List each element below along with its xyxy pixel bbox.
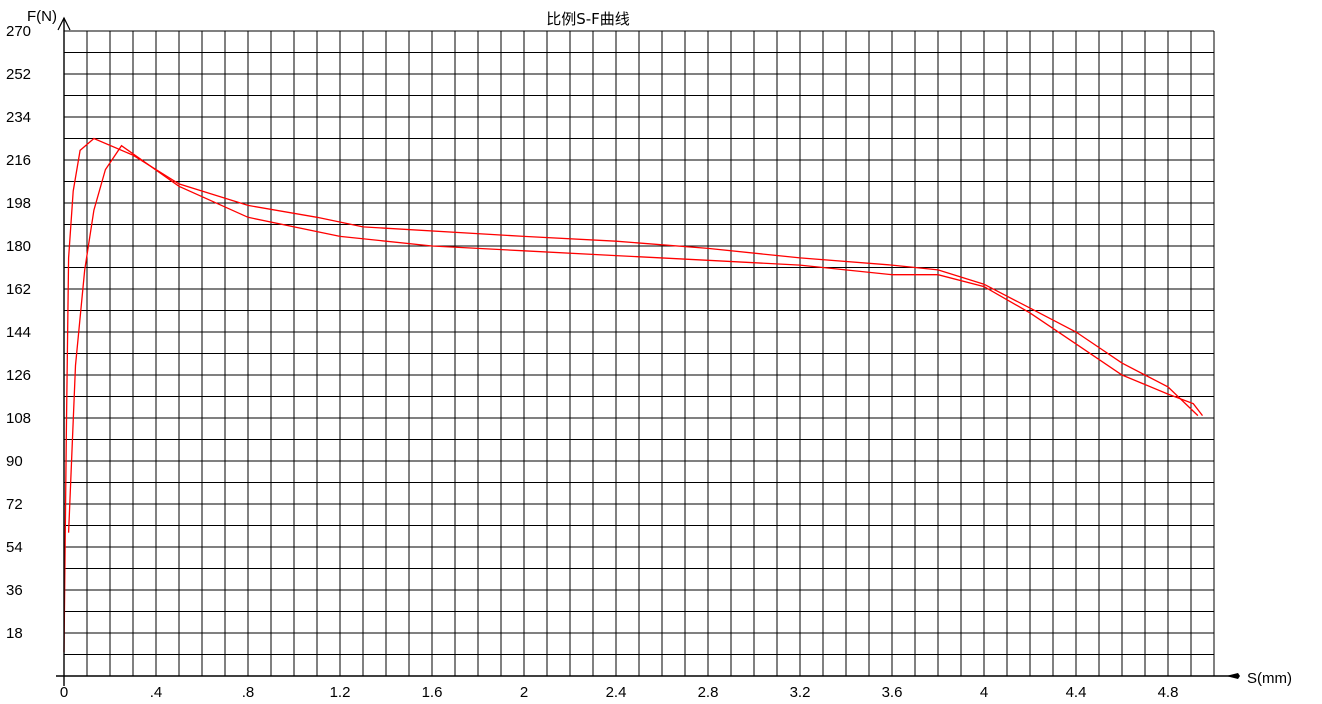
series-line-2 (67, 144, 1204, 533)
y-tick-label: 216 (6, 152, 31, 169)
x-axis-label: S(mm) (1247, 670, 1292, 687)
x-tick-label: 2 (520, 684, 528, 701)
series-line-1 (63, 137, 1199, 653)
x-tick-label: 1.6 (422, 684, 443, 701)
x-tick-label: 0 (60, 684, 68, 701)
y-tick-label: 108 (6, 410, 31, 427)
y-tick-label: 18 (6, 625, 23, 642)
x-tick-label: 4 (980, 684, 988, 701)
y-tick-label: 90 (6, 453, 23, 470)
x-tick-labels: 0 .4 .8 1.2 1.6 2 2.4 2.8 3.2 3.6 4 4.4 4.8 (60, 684, 1179, 701)
y-tick-label: 144 (6, 324, 31, 341)
x-tick-label: 4.4 (1066, 684, 1087, 701)
x-tick-label: .8 (242, 684, 255, 701)
y-tick-label: 36 (6, 582, 23, 599)
chart-grid (64, 30, 1215, 676)
x-tick-label: 3.6 (882, 684, 903, 701)
x-tick-label: 1.2 (330, 684, 351, 701)
y-axis-label: F(N) (27, 8, 57, 25)
x-tick-label: .4 (150, 684, 163, 701)
axes (56, 16, 1240, 686)
y-tick-label: 252 (6, 66, 31, 83)
y-tick-label: 270 (6, 23, 31, 40)
y-axis-arrow (57, 16, 71, 31)
y-tick-label: 54 (6, 539, 23, 556)
x-tick-label: 3.2 (790, 684, 811, 701)
y-tick-label: 198 (6, 195, 31, 212)
y-tick-label: 126 (6, 367, 31, 384)
y-tick-labels: 18 36 54 72 90 108 126 144 162 180 198 216 234 252 270 (6, 23, 31, 642)
y-tick-label: 234 (6, 109, 31, 126)
y-tick-label: 162 (6, 281, 31, 298)
x-axis-arrow (1226, 673, 1240, 679)
y-tick-label: 180 (6, 238, 31, 255)
x-tick-label: 2.4 (606, 684, 627, 701)
x-tick-label: 2.8 (698, 684, 719, 701)
x-tick-label: 4.8 (1158, 684, 1179, 701)
y-tick-label: 72 (6, 496, 23, 513)
data-series (63, 137, 1204, 653)
chart-title: 比例S-F曲线 (546, 10, 630, 28)
